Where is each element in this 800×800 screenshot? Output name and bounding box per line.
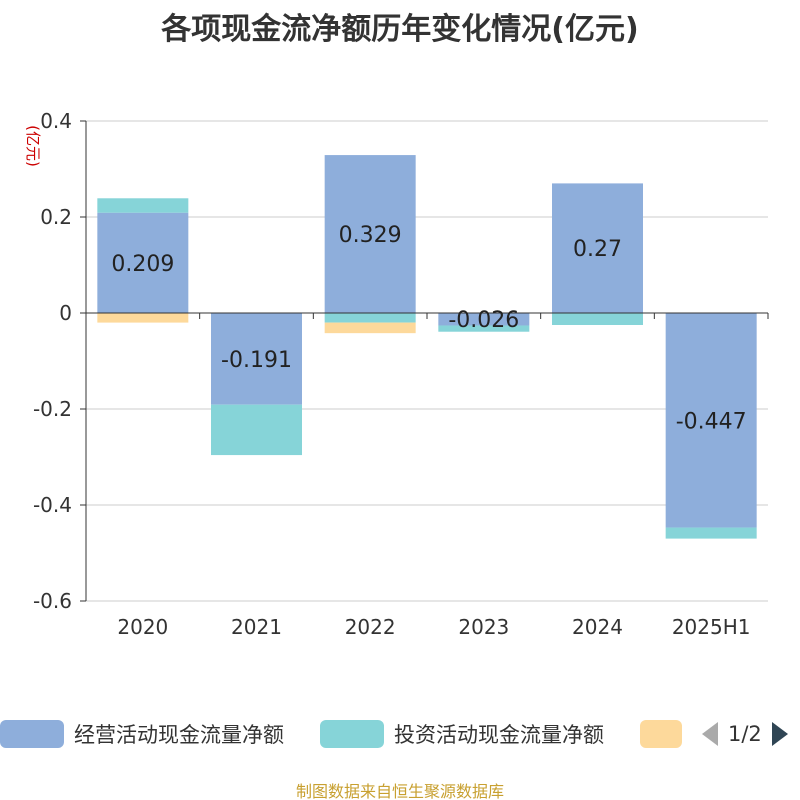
bar-segment	[97, 212, 189, 313]
chart-title: 各项现金流净额历年变化情况(亿元)	[161, 12, 639, 47]
bar-data-label: 0.27	[573, 237, 622, 262]
x-category-label: 2021	[231, 615, 282, 639]
triangle-right-icon[interactable]	[770, 720, 790, 748]
y-tick-label: -0.4	[33, 493, 72, 517]
bar-data-label: 0.329	[339, 223, 402, 248]
legend-swatch-financing	[640, 720, 682, 748]
bar-segment	[324, 322, 416, 334]
legend-label-operating: 经营活动现金流量净额	[74, 723, 284, 747]
bar-segment	[552, 183, 643, 313]
legend-label-investing: 投资活动现金流量净额	[394, 723, 604, 747]
legend-item-operating[interactable]: 经营活动现金流量净额	[0, 716, 284, 752]
legend-page-indicator: 1/2	[728, 722, 762, 746]
bar-data-label: -0.191	[221, 348, 292, 373]
legend-swatch-operating	[0, 720, 64, 748]
bar-segment	[211, 313, 302, 405]
bar-segment	[324, 313, 416, 323]
x-category-label: 2022	[345, 615, 396, 639]
legend-item-financing[interactable]	[640, 716, 682, 752]
legend: 经营活动现金流量净额 投资活动现金流量净额 1/2	[0, 716, 800, 756]
y-axis-unit-label: (亿元)	[24, 125, 42, 167]
bar-segment	[97, 313, 189, 323]
y-tick-label: -0.2	[33, 397, 72, 421]
y-tick-label: 0.4	[40, 109, 72, 133]
bar-segment	[438, 325, 530, 332]
legend-pager: 1/2	[700, 716, 790, 752]
bar-segment	[438, 313, 530, 326]
cashflow-bar-chart: 0.4 0.2 0 -0.2 -0.4 -0.6 (亿元) 0.209 -0.191 0.329 -…	[24, 109, 769, 639]
x-category-label: 2024	[572, 615, 623, 639]
y-tick-label: 0	[59, 301, 72, 325]
bar-segment	[324, 155, 416, 313]
bar-data-label: -0.026	[448, 308, 519, 333]
x-category-label: 2023	[458, 615, 509, 639]
bar-segment	[665, 527, 757, 539]
bar-segment	[211, 404, 302, 456]
bar-segment	[97, 198, 189, 213]
bar-segment	[665, 313, 757, 528]
bar-data-label: 0.209	[111, 252, 174, 277]
x-category-label: 2025H1	[672, 615, 751, 639]
y-tick-label: -0.6	[33, 589, 72, 613]
bar-data-label: -0.447	[676, 409, 747, 434]
legend-item-investing[interactable]: 投资活动现金流量净额	[320, 716, 604, 752]
y-tick-label: 0.2	[40, 205, 72, 229]
x-category-label: 2020	[117, 615, 168, 639]
bar-segment	[552, 313, 643, 325]
triangle-left-icon[interactable]	[700, 720, 720, 748]
data-source-footer: 制图数据来自恒生聚源数据库	[295, 782, 504, 800]
legend-swatch-investing	[320, 720, 384, 748]
